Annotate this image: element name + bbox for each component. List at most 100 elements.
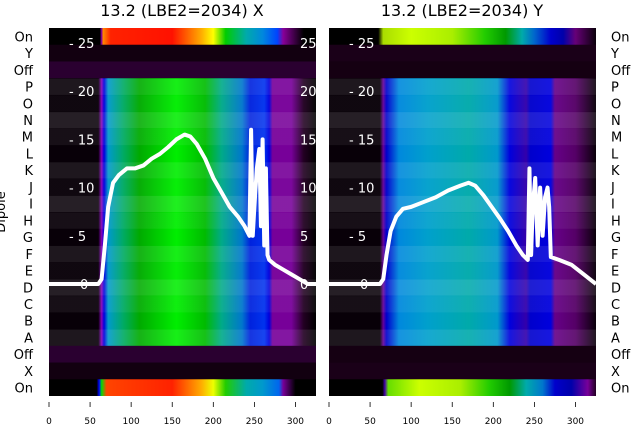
- heatmap-row-p: [329, 78, 596, 96]
- heatmap-row-b: [329, 312, 596, 330]
- heatmap-row-y: [329, 44, 596, 62]
- x-tick-label: 150: [444, 417, 461, 427]
- x-tick-label: 100: [403, 417, 420, 427]
- heatmap-row-x: [49, 362, 316, 380]
- row-label-right: B: [611, 315, 620, 330]
- heatmap-row-p: [49, 78, 316, 96]
- line-y-tick-label: - 5: [349, 230, 366, 245]
- x-tick-label: 250: [246, 417, 263, 427]
- row-label-left: K: [24, 164, 33, 179]
- heatmap-row-h: [49, 212, 316, 230]
- row-label-right: M: [611, 131, 622, 146]
- row-label-left: L: [26, 147, 34, 162]
- line-y-tick-label: - 25: [349, 37, 374, 52]
- heatmap-row-d: [329, 278, 596, 297]
- row-label-left: O: [23, 97, 33, 112]
- x-tick-label: 250: [526, 417, 543, 427]
- heatmap-row-on: [329, 28, 596, 46]
- heatmap-row-h: [329, 212, 596, 230]
- row-label-left: A: [24, 331, 33, 346]
- row-label-right: On: [611, 30, 629, 45]
- row-label-right: On: [611, 382, 629, 397]
- row-label-right: Off: [611, 64, 631, 79]
- heatmap-row-on: [49, 379, 316, 396]
- x-tick-label: 300: [567, 417, 584, 427]
- heatmap-row-f: [49, 245, 316, 263]
- heatmap-row-b: [49, 312, 316, 330]
- heatmap-row-o: [49, 94, 316, 113]
- heatmap-row-off: [49, 61, 316, 79]
- heatmap-row-on: [329, 379, 596, 396]
- y-axis-label: Dipole: [0, 191, 9, 232]
- row-label-right: L: [611, 147, 619, 162]
- line-y-tick-label: - 15: [349, 133, 374, 148]
- heatmap-panel-y: 0- 5- 10- 15- 20- 25: [329, 28, 596, 396]
- heatmap-row-m: [329, 128, 596, 146]
- heatmap-row-off: [329, 345, 596, 364]
- line-y-tick-label-right: 0: [300, 278, 308, 293]
- heatmap-row-x: [329, 362, 596, 380]
- row-label-left: F: [26, 248, 33, 263]
- line-y-tick-label-right: 10: [300, 182, 317, 197]
- x-tick-label: 0: [326, 417, 332, 427]
- heatmap-row-o: [329, 94, 596, 113]
- x-tick-label: 200: [485, 417, 502, 427]
- row-label-right: J: [610, 181, 615, 196]
- heatmap-panel-x: 0 0- 5 5- 10 10- 15 15- 20 20- 25 25: [49, 28, 317, 396]
- row-label-right: G: [611, 231, 621, 246]
- row-label-left: E: [25, 265, 33, 280]
- x-tick-label: 150: [164, 417, 181, 427]
- heatmap-row-n: [49, 111, 316, 129]
- row-label-right: H: [611, 214, 621, 229]
- heatmap-row-on: [49, 28, 316, 46]
- row-label-right: Y: [610, 47, 619, 62]
- panel-title-y: 13.2 (LBE2=2034) Y: [381, 1, 544, 20]
- row-label-right: P: [611, 81, 619, 96]
- profile-line: [329, 166, 596, 286]
- x-tick-label: 300: [287, 417, 304, 427]
- row-label-right: Off: [611, 348, 631, 363]
- row-label-right: X: [611, 365, 620, 380]
- x-tick-label: 100: [123, 417, 140, 427]
- row-label-right: C: [611, 298, 620, 313]
- heatmap-row-off: [49, 345, 316, 364]
- row-label-left: Off: [14, 348, 34, 363]
- line-y-tick-label: - 10: [69, 182, 94, 197]
- heatmap-row-a: [49, 329, 316, 347]
- row-label-left: I: [29, 198, 33, 213]
- row-label-left: D: [23, 281, 33, 296]
- row-label-right: N: [611, 114, 621, 129]
- row-label-left: C: [24, 298, 33, 313]
- row-label-left: P: [25, 81, 33, 96]
- line-y-tick-label-right: 15: [300, 133, 317, 148]
- row-label-left: B: [24, 315, 33, 330]
- heatmap-row-i: [329, 195, 596, 213]
- heatmap-row-d: [49, 278, 316, 297]
- row-label-right: A: [611, 331, 620, 346]
- row-label-left: M: [22, 131, 33, 146]
- heatmap-row-a: [329, 329, 596, 347]
- line-y-tick-label: - 10: [349, 182, 374, 197]
- line-y-tick-label-right: 25: [300, 37, 317, 52]
- heatmap-row-e: [49, 262, 316, 280]
- row-label-right: D: [611, 281, 621, 296]
- heatmap-row-n: [329, 111, 596, 129]
- row-label-right: E: [611, 265, 619, 280]
- heatmap-row-g: [49, 228, 316, 246]
- line-y-tick-label: - 5: [69, 230, 86, 245]
- row-label-left: On: [15, 382, 33, 397]
- row-label-left: X: [24, 365, 33, 380]
- line-y-tick-label-right: 20: [300, 85, 317, 100]
- heatmap-row-g: [329, 228, 596, 246]
- row-label-right: I: [611, 198, 615, 213]
- line-y-tick-label-right: 5: [300, 230, 308, 245]
- x-tick-label: 0: [46, 417, 52, 427]
- line-y-tick-label: - 25: [69, 37, 94, 52]
- row-label-left: N: [23, 114, 33, 129]
- line-y-tick-label: - 15: [69, 133, 94, 148]
- line-y-tick-label: - 20: [349, 85, 374, 100]
- x-tick-label: 200: [205, 417, 222, 427]
- row-label-left: Y: [24, 47, 33, 62]
- heatmap-row-off: [329, 61, 596, 79]
